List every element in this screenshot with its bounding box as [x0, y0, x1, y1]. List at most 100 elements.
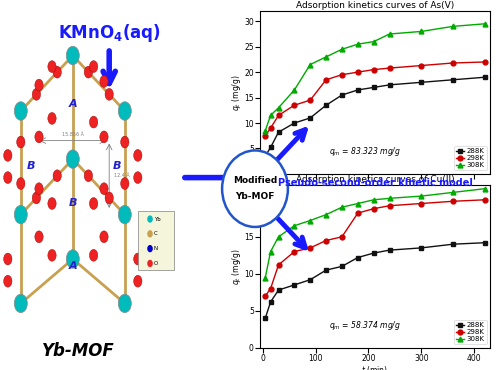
Circle shape: [105, 192, 114, 204]
298K: [386, 66, 392, 70]
Text: Modified: Modified: [233, 176, 277, 185]
Circle shape: [134, 275, 142, 287]
Legend: 288K, 298K, 308K: 288K, 298K, 308K: [454, 146, 486, 171]
Line: 298K: 298K: [263, 197, 487, 299]
Circle shape: [14, 205, 28, 224]
288K: [482, 75, 488, 80]
Legend: 288K, 298K, 308K: 288K, 298K, 308K: [454, 320, 486, 344]
288K: [323, 103, 329, 107]
288K: [418, 246, 424, 250]
308K: [370, 198, 376, 202]
Circle shape: [100, 183, 108, 195]
308K: [276, 235, 281, 239]
Circle shape: [4, 253, 12, 265]
Circle shape: [90, 61, 98, 73]
288K: [370, 251, 376, 255]
308K: [418, 194, 424, 198]
Text: $q_m$ = 83.323 mg/g: $q_m$ = 83.323 mg/g: [329, 145, 401, 158]
Circle shape: [53, 66, 62, 78]
Circle shape: [35, 183, 43, 195]
308K: [262, 128, 268, 133]
288K: [450, 242, 456, 246]
Text: A: A: [68, 98, 77, 109]
Circle shape: [66, 250, 80, 268]
298K: [355, 70, 361, 74]
Circle shape: [32, 192, 40, 204]
Circle shape: [16, 178, 25, 189]
288K: [355, 255, 361, 260]
Circle shape: [16, 136, 25, 148]
Text: Yb-MOF: Yb-MOF: [42, 343, 115, 360]
298K: [307, 98, 313, 102]
Circle shape: [222, 151, 288, 227]
298K: [292, 249, 298, 254]
288K: [370, 85, 376, 90]
Text: B: B: [113, 161, 121, 172]
288K: [355, 88, 361, 92]
308K: [370, 39, 376, 44]
308K: [482, 21, 488, 26]
288K: [450, 78, 456, 82]
288K: [262, 154, 268, 158]
298K: [339, 235, 345, 239]
Text: Yb: Yb: [154, 216, 160, 222]
308K: [355, 201, 361, 206]
288K: [339, 264, 345, 269]
308K: [268, 249, 274, 254]
288K: [268, 300, 274, 304]
288K: [386, 248, 392, 252]
Circle shape: [48, 61, 56, 73]
Y-axis label: $q_t$ (mg/g): $q_t$ (mg/g): [230, 74, 242, 111]
Circle shape: [148, 246, 152, 252]
298K: [370, 206, 376, 211]
298K: [370, 67, 376, 72]
298K: [268, 126, 274, 130]
298K: [386, 204, 392, 208]
308K: [307, 218, 313, 223]
Text: Yb-MOF: Yb-MOF: [236, 192, 275, 201]
298K: [276, 113, 281, 118]
Line: 298K: 298K: [263, 60, 487, 138]
Circle shape: [48, 198, 56, 209]
Circle shape: [66, 150, 80, 168]
Circle shape: [148, 260, 152, 266]
308K: [339, 47, 345, 51]
Circle shape: [90, 198, 98, 209]
308K: [292, 88, 298, 92]
Circle shape: [14, 102, 28, 120]
Circle shape: [66, 46, 80, 65]
308K: [323, 212, 329, 217]
308K: [450, 190, 456, 195]
308K: [386, 32, 392, 36]
Circle shape: [118, 102, 132, 120]
Circle shape: [4, 275, 12, 287]
298K: [450, 61, 456, 65]
Line: 308K: 308K: [263, 21, 487, 133]
298K: [268, 286, 274, 291]
Circle shape: [134, 149, 142, 161]
288K: [323, 268, 329, 272]
Text: A: A: [68, 261, 77, 272]
298K: [418, 63, 424, 68]
X-axis label: $t$ (min): $t$ (min): [362, 364, 388, 370]
Text: Pseudo-second-order kinetic model: Pseudo-second-order kinetic model: [278, 178, 472, 188]
298K: [339, 73, 345, 77]
Circle shape: [84, 66, 92, 78]
288K: [262, 316, 268, 320]
298K: [323, 238, 329, 243]
298K: [450, 199, 456, 204]
308K: [292, 223, 298, 228]
Text: O: O: [154, 261, 158, 266]
298K: [418, 201, 424, 206]
Circle shape: [118, 294, 132, 313]
298K: [276, 263, 281, 267]
Circle shape: [53, 170, 62, 182]
288K: [292, 121, 298, 125]
Circle shape: [90, 249, 98, 261]
Text: B: B: [68, 198, 77, 209]
FancyBboxPatch shape: [138, 211, 174, 270]
Circle shape: [4, 149, 12, 161]
Circle shape: [48, 249, 56, 261]
Circle shape: [148, 231, 152, 237]
Text: $\mathbf{KMnO_4(aq)}$: $\mathbf{KMnO_4(aq)}$: [58, 22, 160, 44]
